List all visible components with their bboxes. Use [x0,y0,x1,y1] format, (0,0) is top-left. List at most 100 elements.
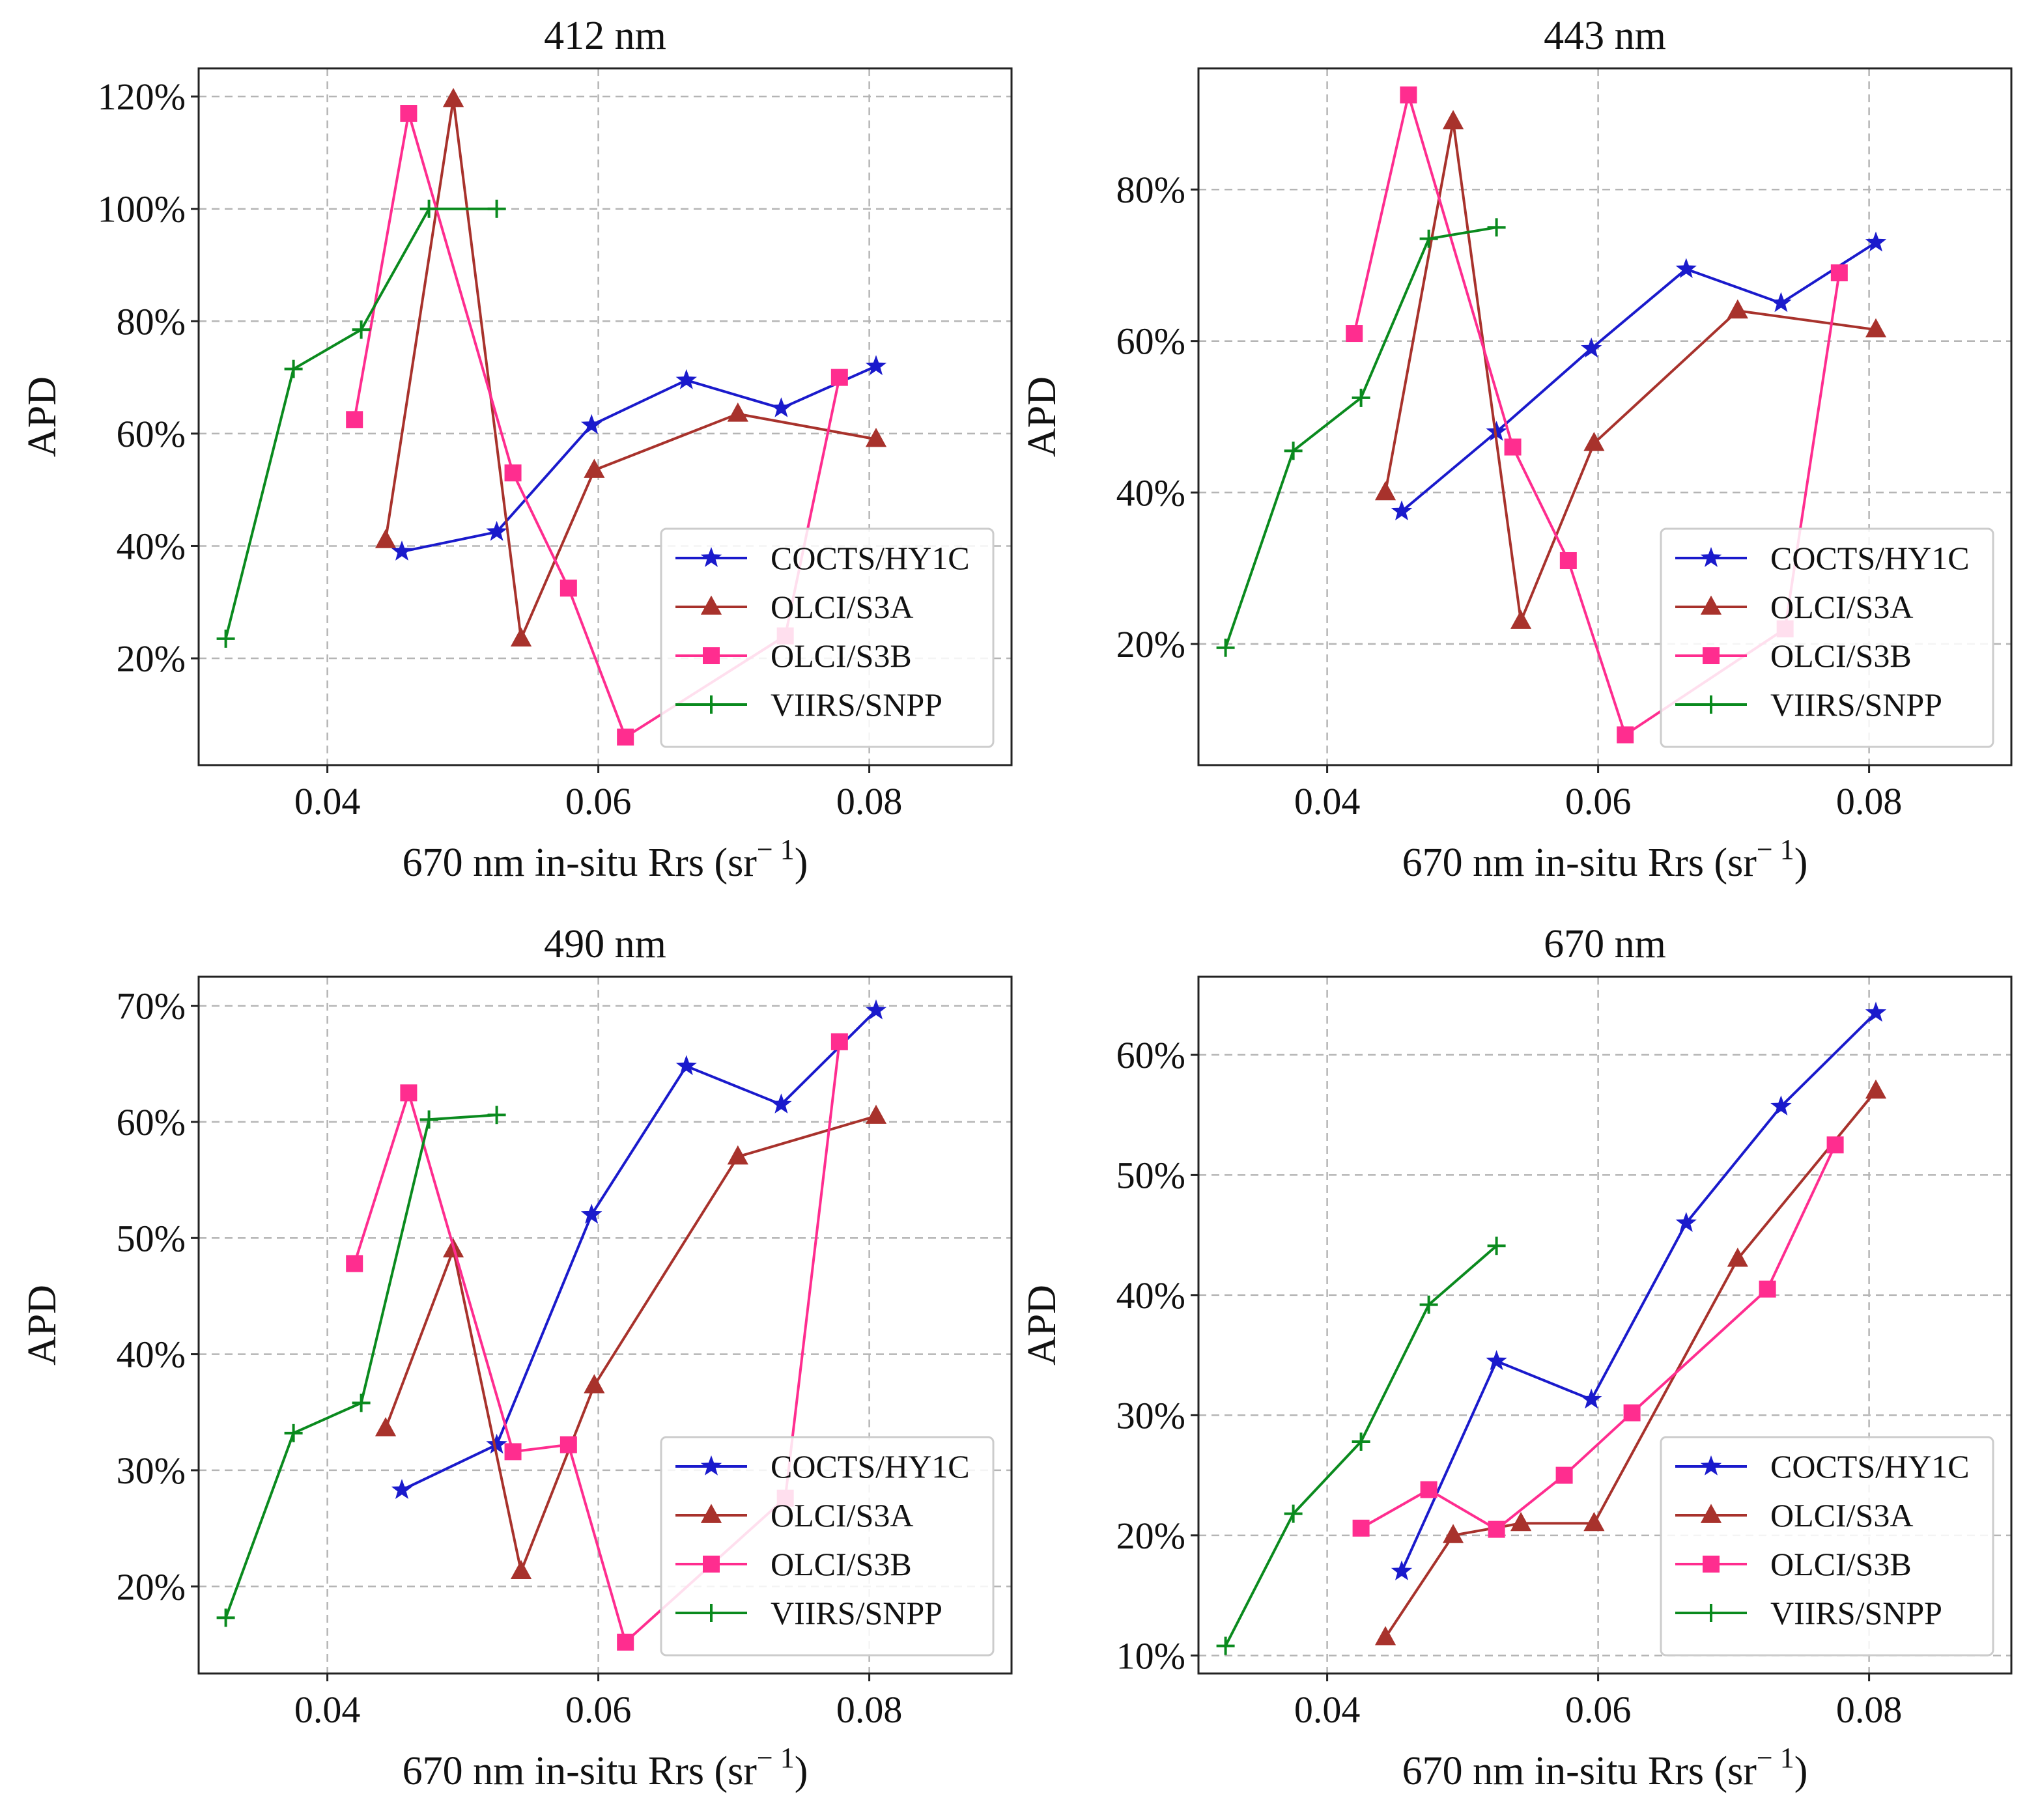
data-point [1675,258,1697,278]
y-tick-label: 40% [117,1334,186,1376]
legend-box [660,1436,995,1657]
x-axis-label-end: ) [795,841,808,885]
data-point [1583,1511,1605,1532]
chart-title: 490 nm [544,922,666,966]
data-point [1759,1280,1776,1298]
legend-marker [702,1604,720,1622]
chart-title: 443 nm [1544,14,1666,58]
series-viirs-snpp [1216,218,1506,657]
data-point [1442,1524,1464,1543]
y-tick-label: 60% [117,1101,186,1143]
legend-marker [703,1556,720,1573]
data-point [487,1106,506,1125]
plot-frame [197,975,1013,1675]
data-point [391,1479,413,1499]
data-point [560,1436,577,1453]
data-point [1374,1626,1396,1645]
y-tick-label: 20% [1116,623,1185,665]
y-tick-label: 10% [1116,1634,1185,1677]
data-point [1216,1636,1235,1655]
data-point [830,369,848,386]
legend-marker [1700,547,1722,567]
series-line [384,98,877,640]
y-axis-label: APD [20,376,64,457]
x-axis-label: 670 nm in-situ Rrs (sr− 1) [403,1742,808,1793]
x-tick-label: 0.08 [836,1688,903,1731]
legend-label: COCTS/HY1C [1770,1448,1970,1485]
data-point [1352,1432,1370,1451]
legend-marker [700,595,722,615]
data-point [1486,1350,1507,1371]
x-tick-label: 0.04 [294,780,361,822]
data-point [419,1110,438,1129]
y-tick-label: 60% [1116,320,1185,363]
y-tick-label: 30% [117,1449,186,1492]
data-point [510,1560,532,1579]
data-point [1865,1079,1887,1099]
series-cocts-hy1c [1391,231,1887,521]
data-point [216,629,235,648]
x-tick-label: 0.06 [565,1688,632,1731]
legend-marker [1700,1455,1722,1476]
data-point [1826,1136,1844,1154]
data-point [1374,481,1396,501]
x-tick-label: 0.06 [1565,780,1632,822]
data-point [727,402,748,422]
y-tick-label: 40% [1116,1274,1185,1317]
data-point [1770,1095,1792,1115]
x-tick-label: 0.08 [1836,780,1903,822]
y-axis-label: APD [20,1285,64,1365]
data-point [504,1443,522,1461]
data-point [1284,1504,1303,1523]
x-tick-label: 0.04 [1294,1688,1361,1731]
series-line [1384,120,1877,623]
data-point [1770,292,1792,313]
data-point [1352,1519,1370,1537]
series-cocts-hy1c [391,999,887,1499]
data-point [1216,638,1235,657]
y-tick-label: 100% [98,188,186,231]
chart-title: 412 nm [544,14,666,58]
data-point [284,1423,303,1442]
plot-frame [1197,975,2013,1675]
data-point [1727,299,1748,319]
data-point [1391,500,1413,521]
legend-label: VIIRS/SNPP [771,686,942,723]
legend-label: COCTS/HY1C [1770,540,1970,576]
data-point [1400,86,1417,104]
legend: COCTS/HY1C OLCI/S3A OLCI/S3B VIIRS/SNPP [1660,1436,1994,1657]
y-tick-label: 60% [1116,1034,1185,1076]
x-tick-label: 0.08 [1836,1688,1903,1731]
data-point [1419,229,1438,248]
y-axis-label: APD [1020,376,1064,457]
plot-frame [197,67,1013,766]
y-tick-label: 120% [98,76,186,118]
data-point [216,1608,235,1627]
data-point [510,627,532,647]
legend-label: OLCI/S3B [771,1546,912,1582]
x-axis-label-main: 670 nm in-situ Rrs (sr [403,841,758,885]
x-tick-label: 0.06 [565,780,632,822]
data-point [1504,438,1522,456]
series-viirs-snpp [216,1106,506,1627]
x-axis-label: 670 nm in-situ Rrs (sr− 1) [403,833,808,885]
x-axis-label-main: 670 nm in-situ Rrs (sr [1402,841,1757,885]
data-point [1487,218,1506,237]
data-point [727,1145,748,1165]
legend-marker [700,1455,722,1476]
series-olci-s3a [375,87,887,647]
legend-label: VIIRS/SNPP [1770,1595,1942,1631]
legend-label: COCTS/HY1C [771,1448,970,1485]
x-axis-label-main: 670 nm in-situ Rrs (sr [1402,1749,1757,1793]
data-point [1487,1237,1506,1255]
chart-panel-1: 412 nm 0.04 0.06 0.08 20% 40% 60% 80% 100% 120% AP… [20,14,1013,885]
data-point [1865,231,1887,252]
y-tick-label: 80% [1116,169,1185,211]
data-point [1391,1560,1413,1580]
y-tick-label: 40% [117,525,186,567]
data-point [1581,337,1602,358]
legend-label: OLCI/S3A [1770,1497,1913,1533]
y-tick-label: 20% [117,637,186,680]
legend: COCTS/HY1C OLCI/S3A OLCI/S3B VIIRS/SNPP [1660,527,1994,748]
